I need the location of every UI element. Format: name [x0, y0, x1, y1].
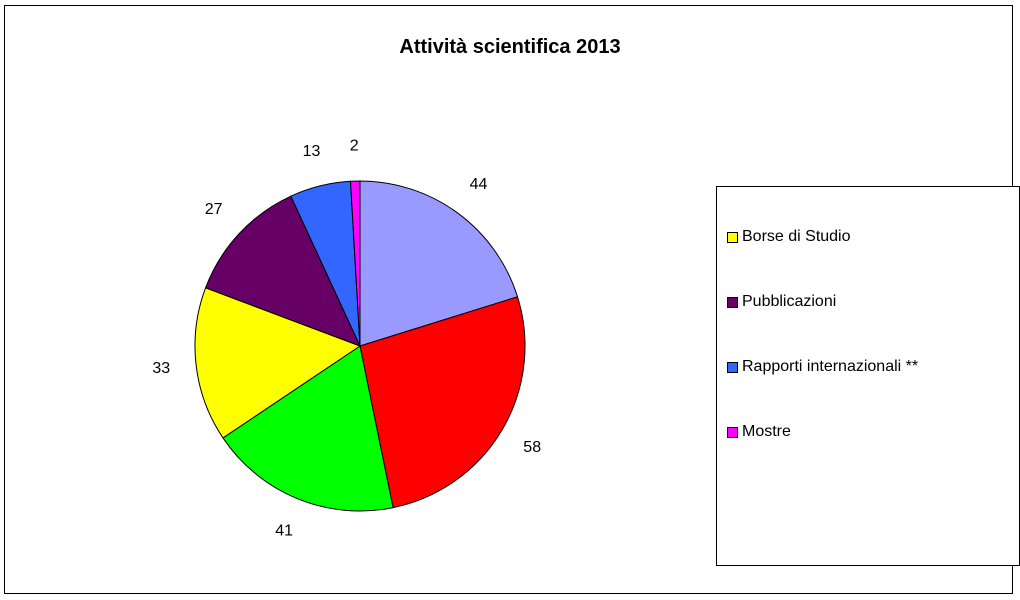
slice-value-label: 2	[350, 137, 359, 154]
slice-value-label: 27	[205, 201, 223, 218]
chart-title: Attività scientifica 2013	[399, 36, 621, 58]
slice-value-label: 44	[470, 176, 488, 193]
pie-slice	[204, 195, 361, 347]
slice-value-label: 58	[523, 439, 541, 456]
legend-swatch	[727, 362, 738, 373]
slice-value-label: 41	[275, 522, 293, 539]
pie-slice	[222, 345, 394, 512]
legend-label: Pubblicazioni	[742, 293, 837, 310]
pie-slice	[359, 296, 526, 509]
pie-slice	[194, 287, 362, 439]
legend-swatch	[727, 232, 738, 243]
legend-label: Borse di Studio	[742, 228, 851, 245]
legend-label: Rapporti internazionali **	[742, 358, 919, 375]
slice-value-label: 13	[303, 143, 321, 160]
legend-swatch	[727, 297, 738, 308]
legend: Convegni e simili nazionali e internazio…	[716, 186, 1020, 566]
legend-label: Mostre	[742, 423, 791, 440]
pie-slice	[359, 180, 519, 347]
legend-swatch	[727, 427, 738, 438]
pie-slice	[349, 180, 361, 347]
slice-value-label: 33	[152, 360, 170, 377]
